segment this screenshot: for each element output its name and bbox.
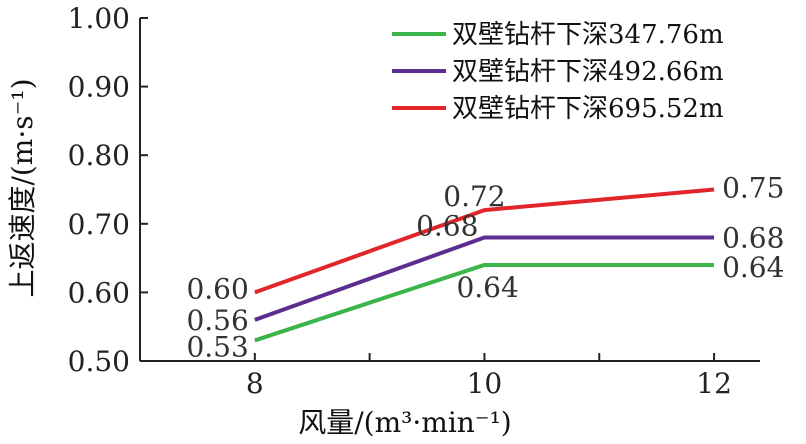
data-label: 0.64 bbox=[456, 271, 518, 304]
y-tick-label: 0.50 bbox=[68, 345, 130, 378]
data-label: 0.75 bbox=[722, 172, 784, 205]
x-axis-title: 风量/(m³·min⁻¹) bbox=[298, 406, 512, 439]
legend: 双壁钻杆下深347.76m 双壁钻杆下深492.66m 双壁钻杆下深695.52m bbox=[392, 20, 724, 124]
y-tick-label: 0.70 bbox=[68, 208, 130, 241]
y-axis-ticks: 0.50 0.60 0.70 0.80 0.90 1.00 bbox=[68, 2, 148, 378]
y-tick-label: 1.00 bbox=[68, 2, 130, 35]
y-axis-title: 上返速度/(m·s⁻¹) bbox=[6, 78, 39, 297]
axes bbox=[139, 18, 760, 362]
y-tick-label: 0.80 bbox=[68, 139, 130, 172]
series-line-3 bbox=[254, 187, 715, 295]
data-label: 0.60 bbox=[186, 272, 248, 305]
data-label: 0.68 bbox=[722, 222, 784, 255]
x-tick-label: 12 bbox=[696, 367, 732, 400]
x-tick-label: 10 bbox=[467, 367, 503, 400]
y-tick-label: 0.90 bbox=[68, 71, 130, 104]
data-label: 0.68 bbox=[416, 210, 478, 243]
data-labels: 0.53 0.64 0.64 0.56 0.68 0.68 0.60 0.72 0.75 bbox=[186, 172, 784, 364]
series-lines bbox=[254, 187, 715, 343]
data-label: 0.64 bbox=[722, 251, 784, 284]
legend-label-3: 双壁钻杆下深695.52m bbox=[452, 94, 724, 124]
data-label: 0.53 bbox=[186, 330, 248, 363]
legend-label-2: 双壁钻杆下深492.66m bbox=[452, 57, 724, 87]
series-line-2 bbox=[254, 235, 715, 322]
x-axis-ticks: 8 10 12 bbox=[139, 353, 732, 400]
y-tick-label: 0.60 bbox=[68, 276, 130, 309]
data-label: 0.72 bbox=[443, 180, 505, 213]
series-line-1 bbox=[254, 262, 715, 343]
data-label: 0.56 bbox=[186, 304, 248, 337]
x-tick-label: 8 bbox=[246, 367, 264, 400]
legend-label-1: 双壁钻杆下深347.76m bbox=[452, 20, 724, 50]
